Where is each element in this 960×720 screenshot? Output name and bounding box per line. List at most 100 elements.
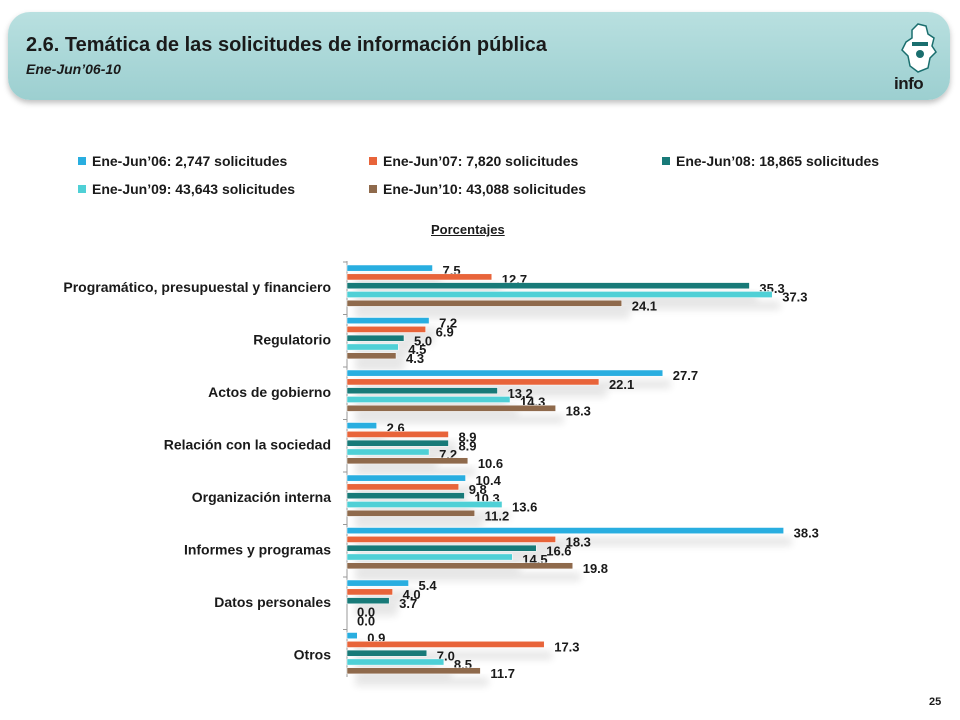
bar bbox=[346, 387, 498, 395]
bar bbox=[346, 439, 449, 447]
logo-text: info bbox=[894, 74, 924, 93]
data-label: 0.0 bbox=[357, 613, 375, 628]
data-label: 16.6 bbox=[546, 543, 571, 558]
data-label: 10.4 bbox=[476, 473, 502, 488]
category-label: Informes y programas bbox=[184, 542, 331, 558]
data-label: 4.3 bbox=[406, 351, 424, 366]
legend-item-2008: Ene-Jun’08: 18,865 solicitudes bbox=[662, 153, 879, 169]
bar bbox=[346, 422, 377, 429]
category-label: Actos de gobierno bbox=[208, 384, 331, 400]
bar bbox=[346, 457, 469, 465]
data-label: 11.7 bbox=[490, 666, 515, 681]
data-label: 4.5 bbox=[408, 342, 426, 357]
data-label: 8.9 bbox=[458, 430, 476, 445]
data-label: 7.2 bbox=[439, 316, 457, 331]
bar bbox=[346, 509, 475, 517]
bar bbox=[346, 352, 397, 360]
legend-swatch bbox=[369, 185, 377, 193]
bar bbox=[346, 483, 459, 491]
bar bbox=[346, 317, 430, 324]
bar-shadow bbox=[355, 520, 483, 529]
category-label: Datos personales bbox=[214, 594, 331, 610]
bar bbox=[346, 282, 750, 290]
legend-swatch bbox=[78, 157, 86, 165]
bar bbox=[346, 536, 556, 543]
data-label: 24.1 bbox=[632, 298, 657, 313]
legend-item-2009: Ene-Jun’09: 43,643 solicitudes bbox=[78, 181, 295, 197]
data-label: 6.9 bbox=[436, 325, 454, 340]
legend-label: Ene-Jun’09: 43,643 solicitudes bbox=[92, 181, 296, 197]
bar bbox=[346, 291, 773, 298]
category-label: Programático, presupuestal y financiero bbox=[63, 279, 331, 295]
data-label: 27.7 bbox=[673, 368, 698, 383]
bar-shadow bbox=[355, 537, 792, 546]
legend-label: Ene-Jun’10: 43,088 solicitudes bbox=[383, 181, 587, 197]
legend-item-2007: Ene-Jun’07: 7,820 solicitudes bbox=[369, 153, 578, 169]
bar bbox=[346, 343, 399, 351]
bar bbox=[346, 597, 390, 605]
bar bbox=[346, 448, 430, 456]
legend-swatch bbox=[662, 157, 670, 165]
bar-shadow bbox=[355, 651, 553, 660]
page-subtitle: Ene-Jun’06-10 bbox=[26, 61, 121, 77]
chart-subtitle: Porcentajes bbox=[431, 222, 505, 237]
bar bbox=[346, 527, 784, 534]
bar-shadow bbox=[355, 362, 405, 371]
page-number: 25 bbox=[929, 696, 942, 708]
bar-shadow bbox=[355, 467, 476, 476]
bar bbox=[346, 553, 513, 561]
category-label: Regulatorio bbox=[253, 332, 331, 348]
chart-legend: Ene-Jun’06: 2,747 solicitudes Ene-Jun’07… bbox=[0, 0, 960, 200]
legend-item-2006: Ene-Jun’06: 2,747 solicitudes bbox=[78, 153, 287, 169]
bar bbox=[346, 396, 511, 403]
data-label: 17.3 bbox=[554, 640, 579, 655]
data-label: 8.9 bbox=[458, 438, 476, 453]
bar bbox=[346, 378, 600, 386]
legend-label: Ene-Jun’06: 2,747 solicitudes bbox=[92, 153, 288, 169]
bar bbox=[346, 326, 426, 333]
bar bbox=[346, 474, 466, 482]
bar bbox=[346, 562, 573, 570]
bar-shadow bbox=[355, 677, 489, 686]
bar bbox=[346, 544, 537, 552]
bar bbox=[346, 649, 428, 657]
legend-swatch bbox=[78, 185, 86, 193]
bar-shadow bbox=[355, 572, 581, 581]
bar bbox=[346, 588, 393, 596]
data-label: 18.3 bbox=[566, 535, 591, 550]
header-banner: 2.6. Temática de las solicitudes de info… bbox=[8, 12, 950, 100]
data-label: 13.2 bbox=[507, 386, 532, 401]
bar-shadow bbox=[355, 607, 398, 616]
data-label: 5.0 bbox=[414, 333, 432, 348]
bar bbox=[346, 264, 433, 272]
data-label: 38.3 bbox=[794, 526, 819, 541]
data-label: 37.3 bbox=[782, 290, 807, 305]
bar-shadow bbox=[355, 415, 564, 424]
page-title: 2.6. Temática de las solicitudes de info… bbox=[26, 34, 547, 56]
bar bbox=[346, 334, 405, 342]
data-label: 19.8 bbox=[583, 561, 608, 576]
bar bbox=[346, 667, 481, 675]
legend-item-2010: Ene-Jun’10: 43,088 solicitudes bbox=[369, 181, 586, 197]
legend-swatch bbox=[369, 157, 377, 165]
info-logo: info bbox=[888, 20, 952, 112]
bar bbox=[346, 431, 449, 438]
data-label: 11.2 bbox=[485, 508, 510, 523]
data-label: 0.0 bbox=[357, 605, 375, 620]
data-label: 10.6 bbox=[478, 456, 503, 471]
bar bbox=[346, 501, 503, 508]
data-label: 18.3 bbox=[566, 403, 591, 418]
bar bbox=[346, 299, 622, 307]
category-label: Organización interna bbox=[192, 489, 331, 505]
category-label: Relación con la sociedad bbox=[164, 437, 331, 453]
bar bbox=[346, 658, 445, 666]
data-label: 4.0 bbox=[403, 587, 421, 602]
bar bbox=[346, 404, 556, 412]
data-label: 5.4 bbox=[419, 578, 438, 593]
bar bbox=[346, 492, 465, 500]
legend-label: Ene-Jun’07: 7,820 solicitudes bbox=[383, 153, 579, 169]
bar bbox=[346, 632, 358, 639]
bar bbox=[346, 579, 409, 587]
data-label: 13.6 bbox=[512, 500, 537, 515]
